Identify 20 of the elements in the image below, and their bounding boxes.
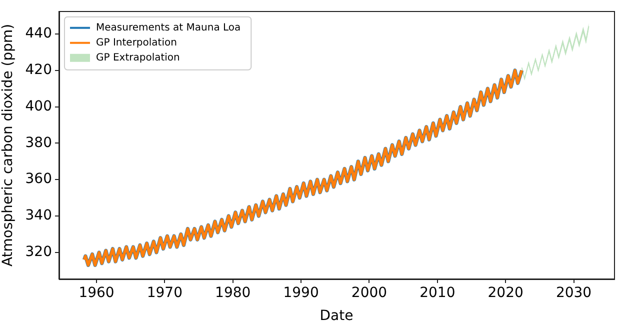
y-tick-label: 400 bbox=[25, 98, 52, 114]
x-tick-label: 2030 bbox=[556, 285, 592, 302]
y-axis-title: Atmospheric carbon dioxide (ppm) bbox=[0, 24, 16, 267]
x-tick-label: 2020 bbox=[488, 285, 524, 302]
y-tick-label: 340 bbox=[25, 208, 52, 224]
x-tick-label: 1960 bbox=[78, 285, 114, 302]
y-tick-label: 360 bbox=[25, 171, 52, 188]
legend-label: GP Interpolation bbox=[96, 37, 177, 48]
y-tick-label: 380 bbox=[25, 134, 52, 151]
x-tick-label: 1990 bbox=[283, 285, 319, 302]
x-tick-label: 1980 bbox=[215, 285, 251, 302]
legend-label: GP Extrapolation bbox=[96, 52, 180, 64]
x-axis-title: Date bbox=[320, 308, 354, 324]
y-tick-label: 420 bbox=[25, 62, 52, 78]
x-tick-label: 2000 bbox=[351, 285, 388, 302]
x-tick-label: 2010 bbox=[420, 285, 456, 302]
y-tick-label: 320 bbox=[25, 244, 52, 260]
legend-label: Measurements at Mauna Loa bbox=[96, 22, 241, 34]
x-tick-label: 1970 bbox=[146, 285, 182, 302]
y-tick-label: 440 bbox=[25, 26, 52, 42]
